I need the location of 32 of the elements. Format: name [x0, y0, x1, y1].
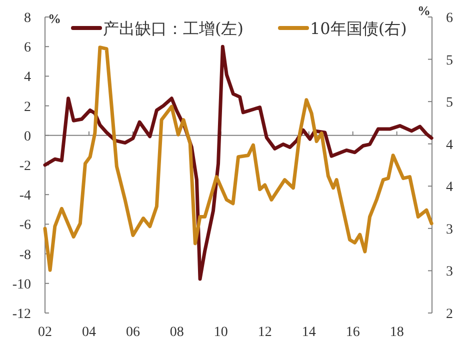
y-tick-label: 0	[24, 129, 31, 144]
y2-tick-label: 5	[446, 96, 453, 111]
y-tick-label: -6	[19, 218, 31, 234]
y2-tick-label: 4	[446, 180, 453, 196]
x-tick-label: 06	[126, 325, 140, 340]
y-tick-label: -12	[12, 307, 31, 322]
x-tick-label: 04	[82, 325, 96, 340]
legend-label: 10年国债(右)	[310, 19, 407, 38]
y-tick-label: 6	[24, 40, 31, 56]
y2-tick-label: 4	[446, 138, 453, 153]
y-tick-label: 8	[24, 11, 31, 26]
x-tick-label: 14	[302, 325, 316, 340]
y-tick-label: -2	[19, 159, 31, 174]
y2-axis-title: %	[418, 3, 430, 18]
y2-tick-label: 5	[446, 53, 453, 68]
x-tick-label: 02	[38, 325, 52, 340]
y2-tick-label: 3	[446, 264, 453, 280]
y-tick-label: 2	[24, 100, 31, 115]
y2-tick-label: 2	[446, 307, 453, 322]
y2-tick-label: 3	[446, 222, 453, 238]
y-tick-label: -10	[12, 277, 31, 292]
legend-label: 产出缺口：工增(左)	[103, 19, 244, 38]
x-tick-label: 10	[214, 325, 228, 340]
y-axis-title: %	[48, 11, 61, 26]
x-tick-label: 12	[258, 325, 272, 340]
y-tick-label: -8	[19, 248, 31, 263]
x-tick-label: 08	[170, 325, 184, 340]
y-tick-label: 4	[24, 70, 31, 86]
x-tick-label: 18	[390, 325, 404, 340]
y2-tick-label: 6	[446, 11, 453, 26]
x-tick-label: 16	[346, 325, 360, 340]
y-tick-label: -4	[19, 188, 31, 204]
